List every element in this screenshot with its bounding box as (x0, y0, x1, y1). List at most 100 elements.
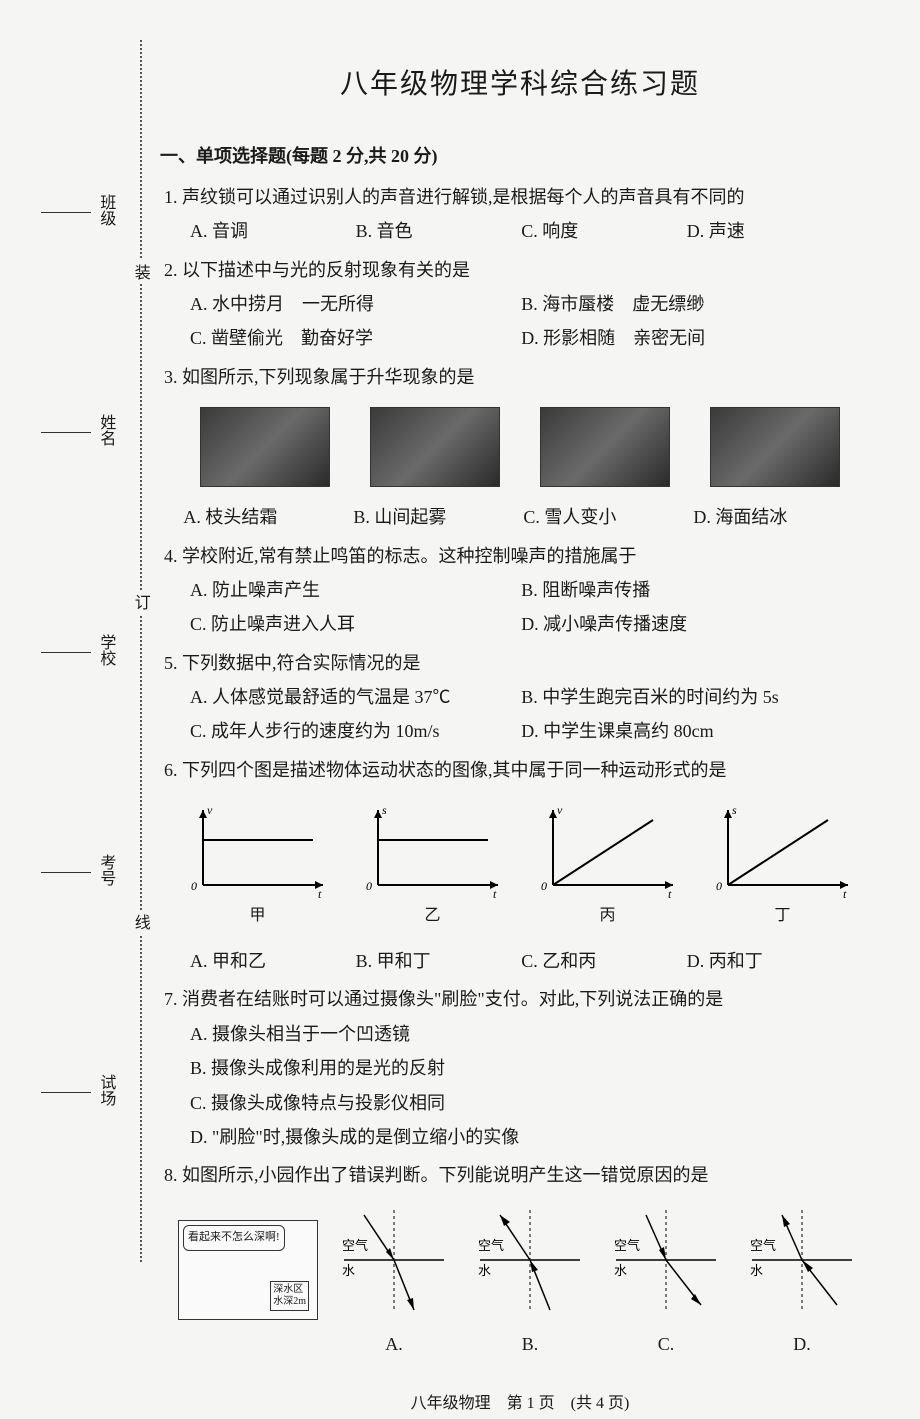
question-6: 6. 下列四个图是描述物体运动状态的图像,其中属于同一种运动形式的是 0 v t… (160, 754, 880, 978)
label-school: 学校 (91, 634, 120, 666)
question-7: 7. 消费者在结账时可以通过摄像头"刷脸"支付。对此,下列说法正确的是 A. 摄… (160, 983, 880, 1153)
question-1: 1. 声纹锁可以通过识别人的声音进行解锁,是根据每个人的声音具有不同的 A. 音… (160, 181, 880, 248)
section-title: 一、单项选择题(每题 2 分,共 20 分) (160, 140, 880, 172)
side-label-class: 班级 (41, 194, 120, 226)
binding-line (140, 40, 160, 1262)
q8-opt-c: C. (606, 1328, 726, 1360)
svg-text:s: s (382, 803, 387, 817)
q3-opt-c: C. 雪人变小 (523, 501, 686, 533)
side-label-name: 姓名 (41, 414, 120, 446)
svg-text:空气: 空气 (478, 1238, 504, 1253)
label-class: 班级 (91, 194, 120, 226)
label-room: 试场 (91, 1074, 120, 1106)
svg-text:t: t (668, 887, 672, 900)
q6-graph-yi: 0 s t 乙 (358, 800, 508, 931)
question-8: 8. 如图所示,小园作出了错误判断。下列能说明产生这一错觉原因的是 看起来不怎么… (160, 1159, 880, 1360)
underline (41, 212, 91, 213)
q3-opt-a: A. 枝头结霜 (183, 501, 346, 533)
q7-opt-a: A. 摄像头相当于一个凹透镜 (190, 1018, 880, 1050)
svg-text:水: 水 (342, 1263, 355, 1278)
svg-text:0: 0 (541, 879, 547, 893)
q6-opt-c: C. 乙和丙 (521, 945, 687, 977)
svg-text:空气: 空气 (614, 1238, 640, 1253)
q4-opt-a: A. 防止噪声产生 (190, 574, 521, 606)
svg-text:v: v (207, 803, 213, 817)
binding-marker-1: 装 (125, 260, 154, 284)
q7-text: 7. 消费者在结账时可以通过摄像头"刷脸"支付。对此,下列说法正确的是 (160, 983, 880, 1015)
q5-opt-a: A. 人体感觉最舒适的气温是 37℃ (190, 681, 521, 713)
q6-graphs: 0 v t 甲 0 s t 乙 (160, 792, 880, 939)
label-name: 姓名 (91, 414, 120, 446)
question-2: 2. 以下描述中与光的反射现象有关的是 A. 水中捞月 一无所得 B. 海市蜃楼… (160, 254, 880, 355)
q8-spacer (178, 1328, 318, 1360)
q8-opt-b: B. (470, 1328, 590, 1360)
q8-labels: A. B. C. D. (160, 1328, 880, 1360)
svg-text:v: v (557, 803, 563, 817)
q8-opt-d: D. (742, 1328, 862, 1360)
q6-label-ding: 丁 (708, 902, 858, 931)
q2-opt-d: D. 形影相随 亲密无间 (521, 322, 852, 354)
page-footer: 八年级物理 第 1 页 (共 4 页) (160, 1390, 880, 1419)
q3-labels: A. 枝头结霜 B. 山间起雾 C. 雪人变小 D. 海面结冰 (160, 501, 880, 533)
question-3: 3. 如图所示,下列现象属于升华现象的是 A. 枝头结霜 B. 山间起雾 C. … (160, 361, 880, 534)
q8-images: 看起来不怎么深啊! 深水区 水深2m 空气 水 (160, 1192, 880, 1328)
q4-options-row2: C. 防止噪声进入人耳 D. 减小噪声传播速度 (160, 608, 880, 640)
svg-text:t: t (318, 887, 322, 900)
svg-text:空气: 空气 (342, 1238, 368, 1253)
q6-text: 6. 下列四个图是描述物体运动状态的图像,其中属于同一种运动形式的是 (160, 754, 880, 786)
q5-text: 5. 下列数据中,符合实际情况的是 (160, 647, 880, 679)
q3-opt-b: B. 山间起雾 (353, 501, 516, 533)
svg-text:t: t (843, 887, 847, 900)
q7-opt-b: B. 摄像头成像利用的是光的反射 (190, 1052, 880, 1084)
binding-marker-2: 订 (125, 590, 154, 614)
q8-sign-line1: 深水区 (273, 1284, 306, 1296)
q8-text: 8. 如图所示,小园作出了错误判断。下列能说明产生这一错觉原因的是 (160, 1159, 880, 1191)
q3-img-snowman (540, 407, 670, 487)
q3-images (160, 399, 880, 495)
q7-options: A. 摄像头相当于一个凹透镜 B. 摄像头成像利用的是光的反射 C. 摄像头成像… (160, 1018, 880, 1154)
q1-opt-b: B. 音色 (356, 215, 522, 247)
q6-opt-a: A. 甲和乙 (190, 945, 356, 977)
q5-options-row2: C. 成年人步行的速度约为 10m/s D. 中学生课桌高约 80cm (160, 715, 880, 747)
svg-text:s: s (732, 803, 737, 817)
label-examno: 考号 (91, 854, 120, 886)
side-label-examno: 考号 (41, 854, 120, 886)
svg-text:空气: 空气 (750, 1238, 776, 1253)
question-5: 5. 下列数据中,符合实际情况的是 A. 人体感觉最舒适的气温是 37℃ B. … (160, 647, 880, 748)
q2-opt-c: C. 凿壁偷光 勤奋好学 (190, 322, 521, 354)
q7-opt-c: C. 摄像头成像特点与投影仪相同 (190, 1087, 880, 1119)
q8-bubble: 看起来不怎么深啊! (183, 1225, 285, 1251)
q6-opt-b: B. 甲和丁 (356, 945, 522, 977)
q2-options-row1: A. 水中捞月 一无所得 B. 海市蜃楼 虚无缥缈 (160, 288, 880, 320)
q5-options-row1: A. 人体感觉最舒适的气温是 37℃ B. 中学生跑完百米的时间约为 5s (160, 681, 880, 713)
svg-text:t: t (493, 887, 497, 900)
q1-opt-d: D. 声速 (687, 215, 853, 247)
q3-img-fog (370, 407, 500, 487)
q2-options-row2: C. 凿壁偷光 勤奋好学 D. 形影相随 亲密无间 (160, 322, 880, 354)
side-label-school: 学校 (41, 634, 120, 666)
q6-graph-ding: 0 s t 丁 (708, 800, 858, 931)
q8-cartoon: 看起来不怎么深啊! 深水区 水深2m (178, 1220, 318, 1320)
q6-opt-d: D. 丙和丁 (687, 945, 853, 977)
q2-text: 2. 以下描述中与光的反射现象有关的是 (160, 254, 880, 286)
q8-opt-a: A. (334, 1328, 454, 1360)
q5-opt-c: C. 成年人步行的速度约为 10m/s (190, 715, 521, 747)
svg-text:0: 0 (716, 879, 722, 893)
page-title: 八年级物理学科综合练习题 (160, 60, 880, 110)
q6-options: A. 甲和乙 B. 甲和丁 C. 乙和丙 D. 丙和丁 (160, 945, 880, 977)
svg-text:0: 0 (366, 879, 372, 893)
q1-opt-a: A. 音调 (190, 215, 356, 247)
underline (41, 1092, 91, 1093)
q4-text: 4. 学校附近,常有禁止鸣笛的标志。这种控制噪声的措施属于 (160, 540, 880, 572)
q2-opt-a: A. 水中捞月 一无所得 (190, 288, 521, 320)
svg-text:0: 0 (191, 879, 197, 893)
q1-options: A. 音调 B. 音色 C. 响度 D. 声速 (160, 215, 880, 247)
svg-text:水: 水 (478, 1263, 491, 1278)
binding-marker-3: 线 (125, 910, 154, 934)
underline (41, 652, 91, 653)
q4-options-row1: A. 防止噪声产生 B. 阻断噪声传播 (160, 574, 880, 606)
q6-graph-bing: 0 v t 丙 (533, 800, 683, 931)
q5-opt-b: B. 中学生跑完百米的时间约为 5s (521, 681, 852, 713)
q6-label-yi: 乙 (358, 902, 508, 931)
underline (41, 432, 91, 433)
